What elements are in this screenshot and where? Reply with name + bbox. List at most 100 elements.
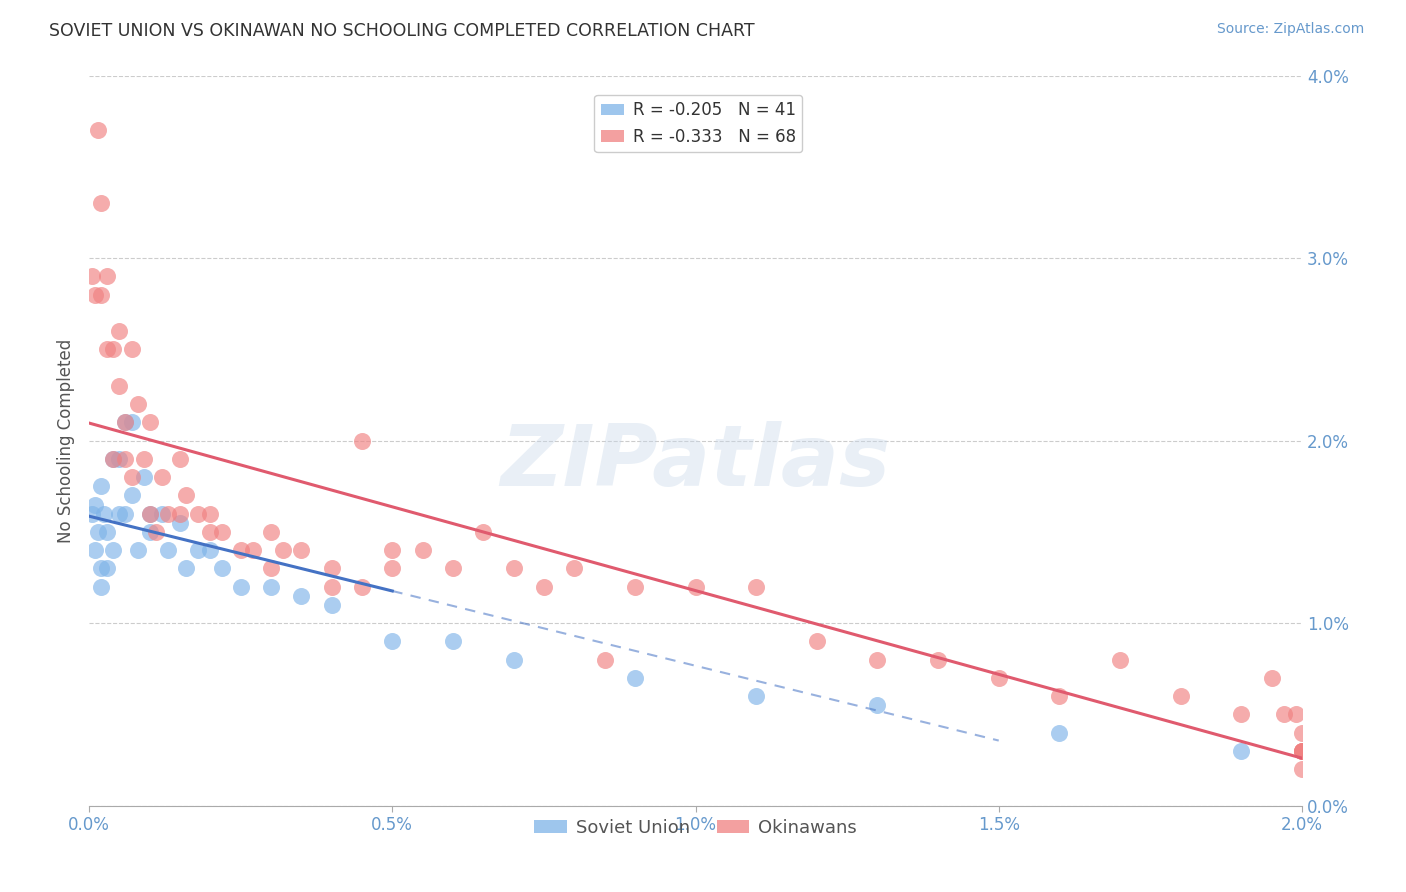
Point (132, 470, 155, 484)
Point (121, 415, 143, 429)
Point (987, 671, 1010, 685)
Point (150, 507, 173, 521)
Point (90, 479, 112, 493)
Point (90, 196, 112, 211)
Point (108, 507, 131, 521)
Point (90, 287, 112, 301)
Point (108, 324, 131, 338)
Point (93, 507, 115, 521)
Point (84, 287, 107, 301)
Point (127, 397, 149, 411)
Point (806, 634, 828, 648)
Point (96, 524, 118, 539)
Point (132, 451, 155, 466)
Point (103, 343, 125, 357)
Point (103, 543, 125, 558)
Point (211, 524, 233, 539)
Point (187, 507, 209, 521)
Point (502, 653, 524, 667)
Point (381, 561, 404, 575)
Point (290, 543, 312, 558)
Point (174, 561, 197, 575)
Point (745, 689, 768, 703)
Point (103, 451, 125, 466)
Point (96, 561, 118, 575)
Point (1285, 707, 1308, 722)
Point (87, 123, 110, 137)
Point (321, 561, 343, 575)
Y-axis label: No Schooling Completed: No Schooling Completed (58, 338, 75, 542)
Point (138, 524, 160, 539)
Point (533, 580, 555, 594)
Point (260, 524, 283, 539)
Point (84, 543, 107, 558)
Text: ZIPatlas: ZIPatlas (501, 421, 890, 504)
Point (685, 580, 707, 594)
Point (381, 543, 404, 558)
Point (1291, 744, 1313, 758)
Point (169, 516, 191, 530)
Point (150, 470, 173, 484)
Point (82, 507, 104, 521)
Point (472, 524, 495, 539)
Point (1260, 671, 1282, 685)
Legend: Soviet Union, Okinawans: Soviet Union, Okinawans (527, 812, 865, 844)
Point (1291, 744, 1313, 758)
Point (260, 580, 283, 594)
Point (90, 580, 112, 594)
Point (412, 543, 434, 558)
Point (96, 343, 118, 357)
Point (290, 589, 312, 603)
Point (242, 543, 264, 558)
Point (562, 561, 585, 575)
Point (1170, 689, 1192, 703)
Point (114, 507, 136, 521)
Point (866, 653, 889, 667)
Point (866, 698, 889, 713)
Point (169, 507, 191, 521)
Point (156, 543, 179, 558)
Point (1230, 744, 1253, 758)
Point (108, 379, 131, 393)
Point (200, 524, 222, 539)
Point (138, 507, 160, 521)
Point (108, 451, 131, 466)
Point (927, 653, 949, 667)
Point (200, 543, 222, 558)
Point (624, 671, 647, 685)
Point (321, 580, 343, 594)
Point (1291, 744, 1313, 758)
Point (174, 488, 197, 502)
Point (156, 507, 179, 521)
Point (211, 561, 233, 575)
Point (1291, 762, 1313, 776)
Point (138, 415, 160, 429)
Point (229, 580, 252, 594)
Point (138, 507, 160, 521)
Point (114, 415, 136, 429)
Point (593, 653, 616, 667)
Point (1272, 707, 1295, 722)
Point (1230, 707, 1253, 722)
Point (441, 634, 464, 648)
Text: SOVIET UNION VS OKINAWAN NO SCHOOLING COMPLETED CORRELATION CHART: SOVIET UNION VS OKINAWAN NO SCHOOLING CO… (49, 22, 755, 40)
Point (84, 498, 107, 512)
Point (321, 598, 343, 612)
Point (121, 343, 143, 357)
Point (121, 470, 143, 484)
Point (441, 561, 464, 575)
Point (90, 561, 112, 575)
Point (260, 561, 283, 575)
Point (624, 580, 647, 594)
Point (350, 580, 373, 594)
Text: Source: ZipAtlas.com: Source: ZipAtlas.com (1216, 22, 1364, 37)
Point (145, 524, 167, 539)
Point (1109, 653, 1132, 667)
Point (127, 543, 149, 558)
Point (121, 488, 143, 502)
Point (271, 543, 294, 558)
Point (169, 451, 191, 466)
Point (114, 415, 136, 429)
Point (1047, 689, 1070, 703)
Point (1047, 725, 1070, 739)
